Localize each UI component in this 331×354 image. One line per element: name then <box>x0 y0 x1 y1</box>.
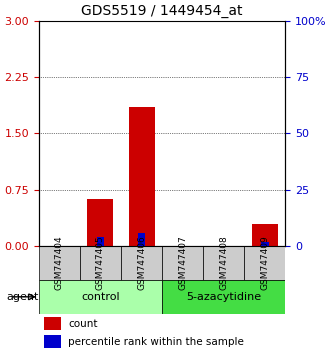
Text: count: count <box>69 319 98 329</box>
Text: GSM747404: GSM747404 <box>55 236 64 290</box>
Bar <box>87 200 114 246</box>
Text: GSM747405: GSM747405 <box>96 236 105 290</box>
FancyBboxPatch shape <box>203 246 244 280</box>
Text: percentile rank within the sample: percentile rank within the sample <box>69 337 244 347</box>
Bar <box>129 107 155 246</box>
Text: agent: agent <box>6 292 39 302</box>
Text: GSM747407: GSM747407 <box>178 236 187 290</box>
Bar <box>44 317 61 330</box>
Text: GSM747409: GSM747409 <box>260 236 269 290</box>
FancyBboxPatch shape <box>39 246 80 280</box>
FancyBboxPatch shape <box>80 246 121 280</box>
Bar <box>138 233 145 246</box>
Text: GSM747408: GSM747408 <box>219 236 228 290</box>
Bar <box>44 335 61 348</box>
Bar <box>97 237 104 246</box>
FancyBboxPatch shape <box>162 246 203 280</box>
FancyBboxPatch shape <box>162 280 285 314</box>
FancyBboxPatch shape <box>244 246 285 280</box>
Bar <box>261 241 268 246</box>
Bar <box>252 223 278 246</box>
Text: 5-azacytidine: 5-azacytidine <box>186 292 261 302</box>
Text: control: control <box>81 292 120 302</box>
Text: GSM747406: GSM747406 <box>137 236 146 290</box>
FancyBboxPatch shape <box>39 280 162 314</box>
Title: GDS5519 / 1449454_at: GDS5519 / 1449454_at <box>81 4 243 18</box>
FancyBboxPatch shape <box>121 246 162 280</box>
